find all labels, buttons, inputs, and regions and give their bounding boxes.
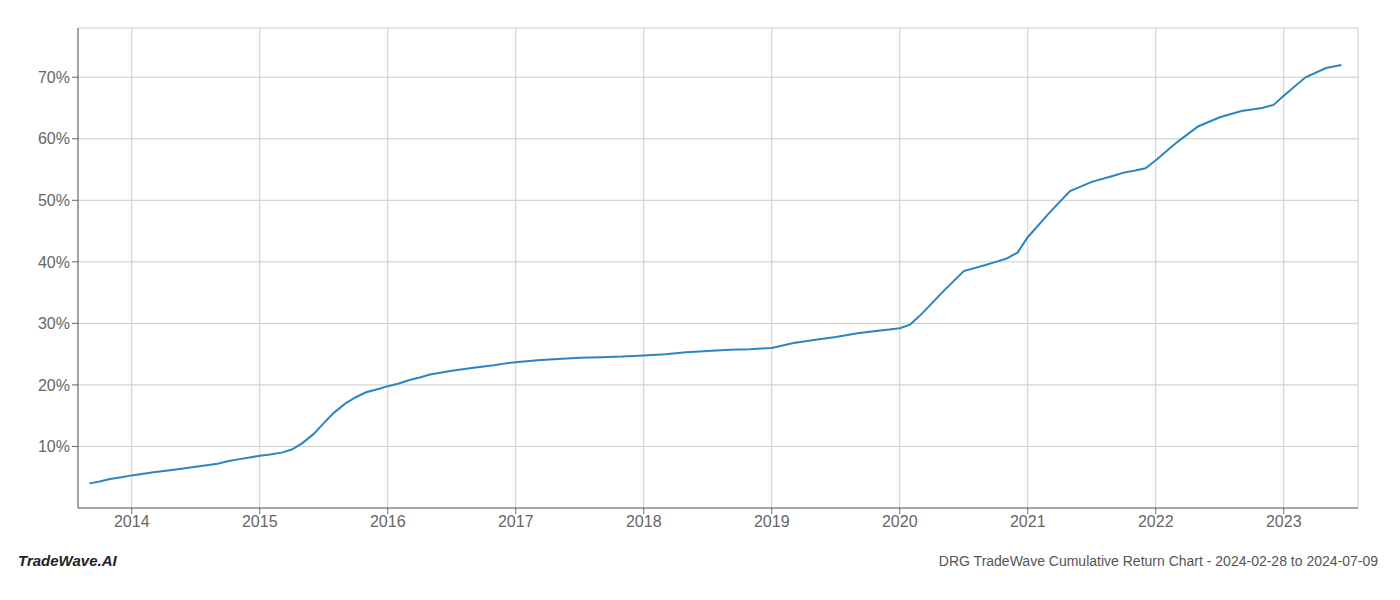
svg-text:2015: 2015 (242, 513, 278, 530)
svg-text:2021: 2021 (1010, 513, 1046, 530)
svg-text:2014: 2014 (114, 513, 150, 530)
svg-text:40%: 40% (38, 254, 70, 271)
svg-text:2017: 2017 (498, 513, 534, 530)
svg-text:2020: 2020 (882, 513, 918, 530)
svg-text:10%: 10% (38, 438, 70, 455)
svg-text:2022: 2022 (1138, 513, 1174, 530)
svg-text:2018: 2018 (626, 513, 662, 530)
svg-text:70%: 70% (38, 69, 70, 86)
svg-text:50%: 50% (38, 192, 70, 209)
html-text:TradeWave.AI: TradeWave.AI (18, 552, 117, 569)
svg-text:2023: 2023 (1266, 513, 1302, 530)
svg-text:2016: 2016 (370, 513, 406, 530)
svg-text:20%: 20% (38, 377, 70, 394)
svg-text:30%: 30% (38, 315, 70, 332)
svg-text:60%: 60% (38, 130, 70, 147)
svg-text:2019: 2019 (754, 513, 790, 530)
html-text:DRG TradeWave Cumulative Retur: DRG TradeWave Cumulative Return Chart - … (938, 553, 1378, 569)
